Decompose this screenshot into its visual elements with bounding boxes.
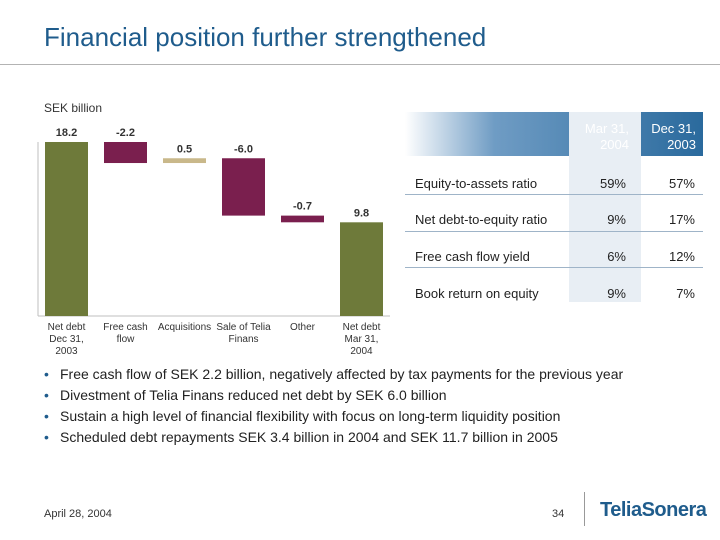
category-label-line: Dec 31,	[49, 334, 83, 345]
bullet-dot-icon: •	[44, 387, 49, 403]
category-label-line: 2003	[55, 346, 78, 357]
table-cell-mar-2004: 6%	[607, 249, 626, 264]
category-label-line: Other	[290, 322, 316, 333]
category-label-line: Sale of Telia	[216, 322, 271, 333]
table-cell-dec-2003: 7%	[676, 286, 695, 301]
bullet-dot-icon: •	[44, 429, 49, 445]
table-col-header-dec-2003: Dec 31, 2003	[636, 121, 696, 153]
title-divider	[0, 64, 720, 65]
bullet-item: • Scheduled debt repayments SEK 3.4 billi…	[44, 429, 684, 446]
category-label-line: Net debt	[48, 322, 86, 333]
bar-1	[45, 142, 88, 316]
category-label-line: Mar 31,	[345, 334, 379, 345]
category-label-line: flow	[117, 334, 136, 345]
bullet-dot-icon: •	[44, 408, 49, 424]
bar-value-label: 0.5	[177, 143, 192, 155]
category-label: Net debt Dec 31, 2003	[48, 322, 86, 357]
table-cell-dec-2003: 12%	[668, 249, 695, 264]
category-label: Net debt Mar 31, 2004	[343, 322, 381, 357]
category-label: Sale of Telia Finans	[216, 322, 271, 345]
col-header-line: 2004	[600, 137, 629, 152]
bar-value-label: 18.2	[56, 127, 77, 139]
bar-value-label: -6.0	[234, 143, 253, 155]
bar-value-label: -0.7	[293, 201, 312, 213]
bar-5	[281, 215, 324, 223]
bar-2	[104, 142, 147, 164]
bar-4	[222, 158, 265, 216]
slide-title: Financial position further strengthened	[44, 22, 487, 52]
table-row-label: Net debt-to-equity ratio	[415, 212, 548, 227]
table-cell-dec-2003: 17%	[668, 212, 695, 227]
bullet-dot-icon: •	[44, 366, 49, 382]
category-label-line: Finans	[228, 334, 258, 345]
table-cell-mar-2004: 59%	[599, 176, 626, 191]
bullet-item: • Divestment of Telia Finans reduced net …	[44, 387, 684, 404]
table-row-label: Book return on equity	[415, 286, 539, 301]
table-cell-mar-2004: 9%	[607, 212, 626, 227]
bullet-list: • Free cash flow of SEK 2.2 billion, nega…	[44, 366, 684, 450]
table-cell-mar-2004: 9%	[607, 286, 626, 301]
table-row-label: Free cash flow yield	[415, 249, 530, 264]
unit-label: SEK billion	[44, 101, 103, 115]
table-row-label: Equity-to-assets ratio	[415, 176, 538, 191]
table-row-divider	[405, 267, 703, 268]
category-label: Other	[290, 322, 316, 333]
category-label-line: Net debt	[343, 322, 381, 333]
category-label-line: Free cash	[103, 322, 147, 333]
company-logo: TeliaSonera	[600, 499, 707, 521]
table-row-divider	[405, 231, 703, 232]
category-label: Free cash flow	[103, 322, 147, 345]
bullet-text: Sustain a high level of financial flexib…	[60, 408, 561, 424]
page-number: 34	[552, 508, 565, 520]
bullet-item: • Sustain a high level of financial flexi…	[44, 408, 684, 425]
category-label-line: Acquisitions	[158, 322, 211, 333]
bar-3	[163, 158, 206, 164]
bar-value-label: -2.2	[116, 127, 135, 139]
bullet-item: • Free cash flow of SEK 2.2 billion, nega…	[44, 366, 684, 383]
category-label: Acquisitions	[158, 322, 211, 333]
table-cell-dec-2003: 57%	[668, 176, 695, 191]
col-header-line: Mar 31,	[584, 121, 629, 136]
bullet-text: Divestment of Telia Finans reduced net d…	[60, 387, 447, 403]
col-header-line: Dec 31,	[651, 121, 696, 136]
table-col-header-mar-2004: Mar 31, 2004	[566, 121, 629, 153]
table-row-divider	[405, 194, 703, 195]
bullet-text: Free cash flow of SEK 2.2 billion, negat…	[60, 366, 624, 382]
col-header-line: 2003	[667, 137, 696, 152]
bullet-text: Scheduled debt repayments SEK 3.4 billio…	[60, 429, 558, 445]
footer-divider	[584, 492, 585, 526]
bar-value-label: 9.8	[354, 207, 369, 219]
footer-date: April 28, 2004	[44, 508, 112, 520]
bar-6	[340, 222, 383, 316]
table-header-band	[405, 112, 703, 156]
table-highlight-column	[569, 112, 641, 302]
category-label-line: 2004	[350, 346, 373, 357]
